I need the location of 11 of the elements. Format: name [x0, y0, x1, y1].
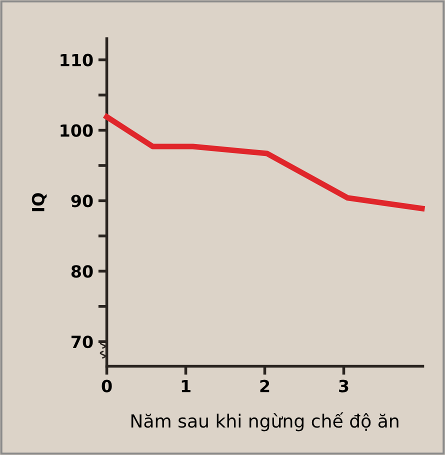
x-tick-label: 1 — [182, 380, 190, 392]
x-tick-label: 0 — [102, 380, 112, 392]
y-tick-label: 70 — [72, 336, 93, 348]
y-tick-label: 90 — [71, 194, 93, 208]
x-tick-label: 3 — [339, 380, 348, 392]
y-tick-label: 110 — [60, 54, 93, 66]
y-tick-label: 80 — [71, 265, 93, 278]
y-axis-title: IQ — [32, 193, 47, 212]
y-tick-label: 100 — [60, 124, 93, 137]
x-tick-label: 2 — [260, 380, 270, 392]
x-axis-title: Năm sau khi ngừng chế độ ăn — [131, 412, 398, 432]
